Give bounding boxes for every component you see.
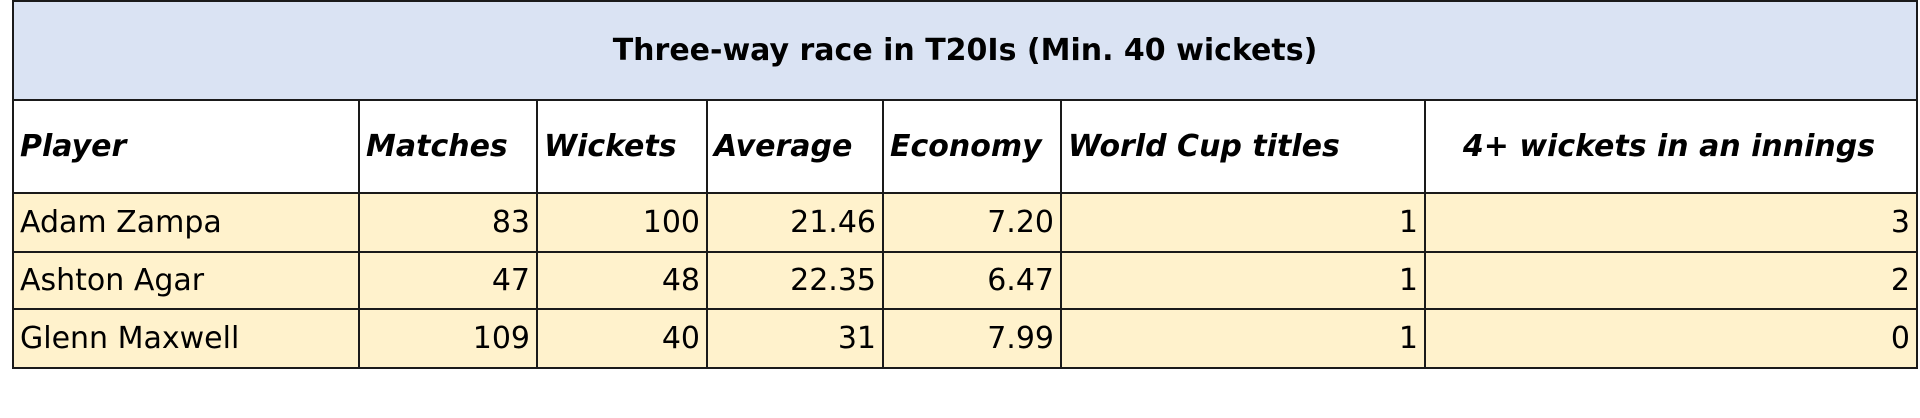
cell-matches[interactable]: 109 xyxy=(358,308,538,369)
cell-average[interactable]: 31 xyxy=(706,308,884,369)
table-row: Ashton Agar 47 48 22.35 6.47 1 2 xyxy=(12,251,1919,310)
cell-player[interactable]: Glenn Maxwell xyxy=(12,308,360,369)
cell-matches[interactable]: 47 xyxy=(358,251,538,310)
cell-wickets[interactable]: 48 xyxy=(536,251,708,310)
header-economy: Economy xyxy=(882,99,1062,194)
t20i-wickets-table: Three-way race in T20Is (Min. 40 wickets… xyxy=(11,0,1919,369)
cell-average[interactable]: 21.46 xyxy=(706,192,884,253)
cell-economy[interactable]: 7.99 xyxy=(882,308,1062,369)
header-world-cup-titles: World Cup titles xyxy=(1060,99,1426,194)
cell-world-cup-titles[interactable]: 1 xyxy=(1060,192,1426,253)
cell-wickets[interactable]: 100 xyxy=(536,192,708,253)
cell-four-wicket-hauls[interactable]: 2 xyxy=(1423,251,1919,310)
table-title-row: Three-way race in T20Is (Min. 40 wickets… xyxy=(11,0,1919,101)
table-header-row: Player Matches Wickets Average Economy W… xyxy=(12,99,1919,194)
cell-world-cup-titles[interactable]: 1 xyxy=(1060,251,1426,310)
cell-matches[interactable]: 83 xyxy=(358,192,538,253)
table-row: Glenn Maxwell 109 40 31 7.99 1 0 xyxy=(12,308,1919,369)
cell-wickets[interactable]: 40 xyxy=(536,308,708,369)
cell-economy[interactable]: 6.47 xyxy=(882,251,1062,310)
header-average: Average xyxy=(706,99,884,194)
cell-player[interactable]: Adam Zampa xyxy=(12,192,360,253)
header-four-wicket-hauls: 4+ wickets in an innings xyxy=(1423,99,1919,194)
cell-four-wicket-hauls[interactable]: 0 xyxy=(1423,308,1919,369)
table-row: Adam Zampa 83 100 21.46 7.20 1 3 xyxy=(12,192,1919,253)
header-matches: Matches xyxy=(358,99,538,194)
header-player: Player xyxy=(12,99,360,194)
table-title: Three-way race in T20Is (Min. 40 wickets… xyxy=(11,0,1919,101)
cell-economy[interactable]: 7.20 xyxy=(882,192,1062,253)
cell-world-cup-titles[interactable]: 1 xyxy=(1060,308,1426,369)
cell-player[interactable]: Ashton Agar xyxy=(12,251,360,310)
cell-average[interactable]: 22.35 xyxy=(706,251,884,310)
cell-four-wicket-hauls[interactable]: 3 xyxy=(1423,192,1919,253)
header-wickets: Wickets xyxy=(536,99,708,194)
